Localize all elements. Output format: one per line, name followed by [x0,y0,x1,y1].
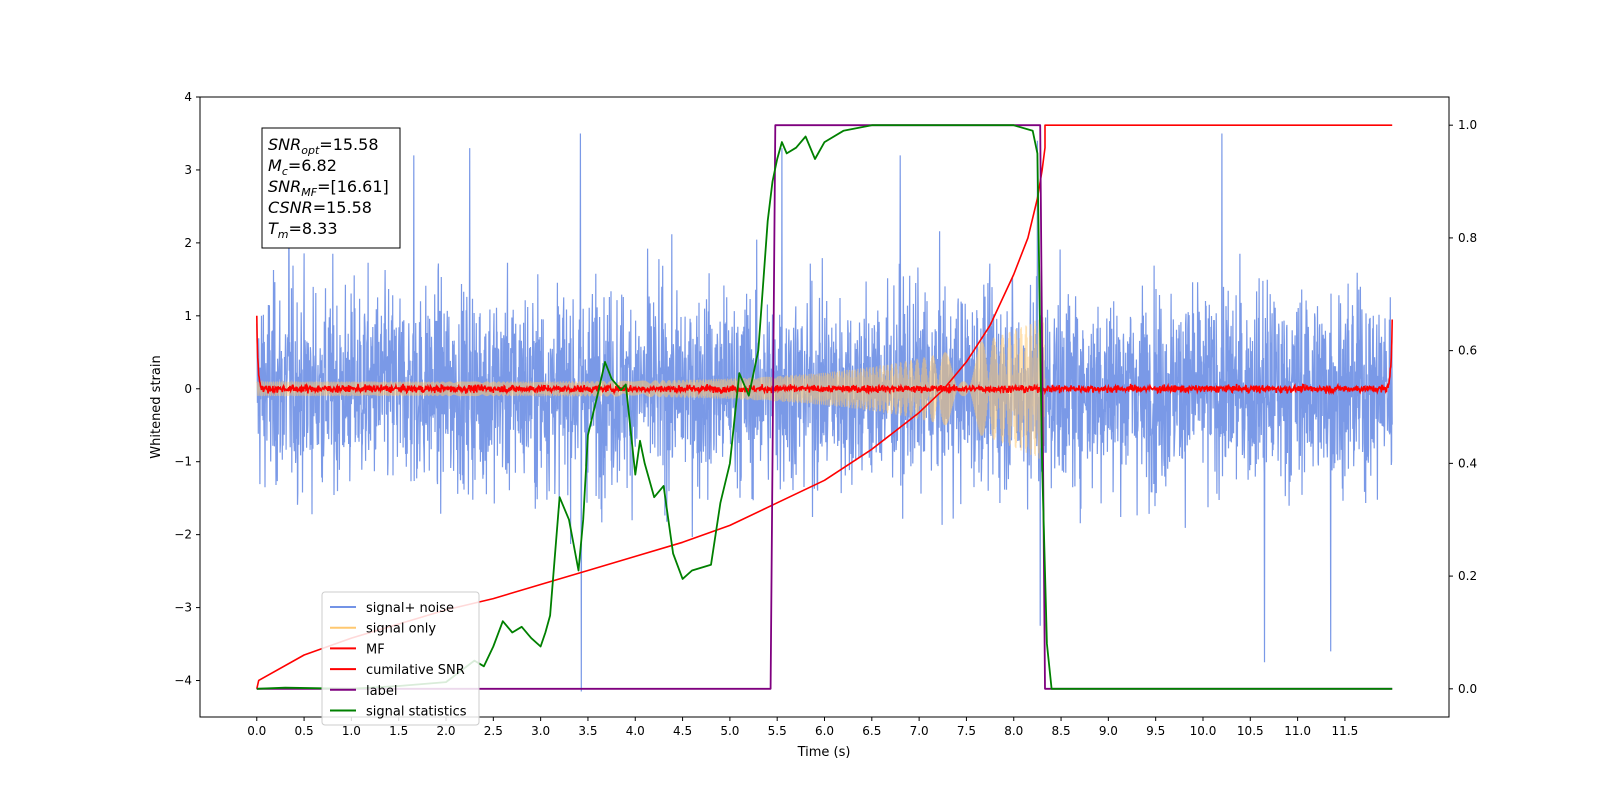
legend-label: signal+ noise [366,601,454,616]
x-tick-label: 5.0 [720,724,739,738]
x-tick-label: 1.0 [342,724,361,738]
x-tick-label: 7.0 [910,724,929,738]
y-tick-label: 4 [184,90,192,104]
x-tick-label: 9.0 [1099,724,1118,738]
info-snr-mf: SNRMF=[16.61] [268,177,389,199]
y-tick-label: 2 [184,236,192,250]
x-tick-label: 3.0 [531,724,550,738]
x-tick-label: 0.5 [295,724,314,738]
legend-label: signal only [366,622,436,637]
y2-tick-label: 0.0 [1458,682,1477,696]
x-tick-label: 6.0 [815,724,834,738]
info-tm: Tm=8.33 [268,219,338,241]
y2-tick-label: 0.4 [1458,456,1477,470]
legend: signal+ noise signal only MF cumilative SNR… [321,591,480,726]
y-tick-label: −1 [174,455,192,469]
y2-tick-label: 0.6 [1458,344,1477,358]
y-tick-label: −2 [174,528,192,542]
legend-frame [321,591,480,726]
info-mc: Mc=6.82 [268,156,337,178]
series-mf-line [256,315,1393,396]
x-tick-label: 7.5 [957,724,976,738]
y2-tick-label: 0.2 [1458,569,1477,583]
legend-label: signal statistics [366,705,467,720]
x-tick-label: 10.0 [1190,724,1217,738]
info-csnr: CSNR=15.58 [268,198,372,217]
legend-label: MF [366,642,385,657]
x-tick-label: 5.5 [768,724,787,738]
x-tick-label: 2.5 [484,724,503,738]
y2-tick-label: 1.0 [1458,118,1477,132]
y-tick-label: 3 [184,163,192,177]
x-tick-label: 6.5 [862,724,881,738]
x-axis-label: Time (s) [797,745,851,760]
x-tick-label: 3.5 [578,724,597,738]
y-tick-label: −3 [174,601,192,615]
legend-label: cumilative SNR [366,663,465,678]
y-tick-label: −4 [174,674,192,688]
x-tick-label: 1.5 [389,724,408,738]
x-tick-label: 4.5 [673,724,692,738]
series-signal-noise-line [256,133,1393,692]
x-tick-label: 11.0 [1284,724,1311,738]
info-snr-opt: SNRopt=15.58 [268,135,379,157]
x-tick-label: 9.5 [1146,724,1165,738]
x-tick-label: 10.5 [1237,724,1264,738]
x-tick-label: 8.5 [1052,724,1071,738]
x-tick-label: 2.0 [436,724,455,738]
info-box: SNRopt=15.58 Mc=6.82 SNRMF=[16.61] CSNR=… [261,127,401,249]
x-tick-label: 4.0 [626,724,645,738]
y-tick-label: 1 [184,309,192,323]
x-tick-label: 8.0 [1004,724,1023,738]
x-tick-label: 0.0 [247,724,266,738]
series-signal-statistics-line [256,124,1393,690]
y-tick-label: 0 [184,382,192,396]
x-tick-label: 11.5 [1332,724,1359,738]
y-axis-label: Whitened strain [149,355,164,458]
legend-label: label [366,684,397,699]
y2-tick-label: 0.8 [1458,231,1477,245]
